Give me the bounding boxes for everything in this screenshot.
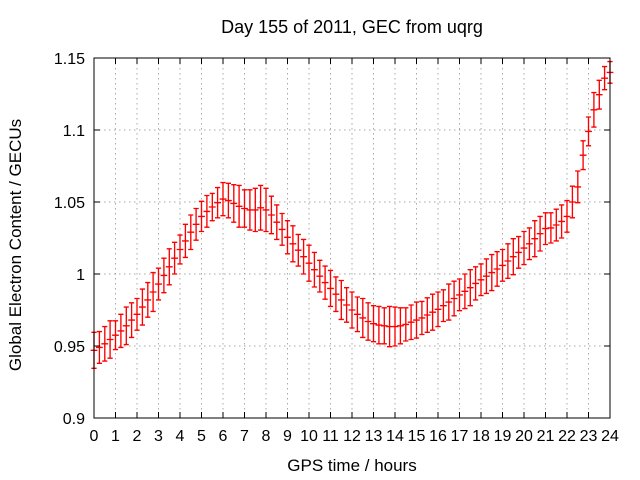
x-tick-label: 14 (386, 428, 404, 445)
x-tick-label: 18 (472, 428, 490, 445)
y-tick-label: 0.9 (63, 411, 85, 428)
x-tick-label: 7 (240, 428, 249, 445)
x-tick-label: 12 (343, 428, 361, 445)
y-tick-labels: 0.9 0.95 1 1.05 1.1 1.15 (54, 51, 85, 428)
x-tick-label: 8 (262, 428, 271, 445)
y-tick-label: 1 (76, 267, 85, 284)
x-tick-label: 22 (558, 428, 576, 445)
x-tick-label: 3 (154, 428, 163, 445)
x-tick-label: 21 (537, 428, 555, 445)
x-axis-label: GPS time / hours (287, 456, 416, 475)
x-tick-label: 15 (408, 428, 426, 445)
y-axis-label: Global Electron Content / GECUs (6, 119, 25, 371)
x-tick-labels: 0 1 2 3 4 5 6 7 8 9 10 11 12 13 14 15 16 17 18 19 20 21 22 23 24 (90, 428, 619, 445)
x-tick-label: 24 (601, 428, 619, 445)
y-tick-label: 1.15 (54, 51, 85, 68)
x-tick-label: 13 (365, 428, 383, 445)
x-tick-label: 2 (133, 428, 142, 445)
y-tick-label: 0.95 (54, 339, 85, 356)
x-tick-label: 0 (90, 428, 99, 445)
x-tick-label: 23 (580, 428, 598, 445)
x-tick-label: 6 (219, 428, 228, 445)
plot-frame (93, 57, 611, 419)
y-tick-label: 1.05 (54, 195, 85, 212)
x-tick-label: 5 (197, 428, 206, 445)
x-tick-label: 16 (429, 428, 447, 445)
y-tick-label: 1.1 (63, 123, 85, 140)
x-tick-label: 17 (451, 428, 469, 445)
error-bars-series (90, 60, 614, 369)
x-tick-label: 20 (515, 428, 533, 445)
x-tick-label: 10 (300, 428, 318, 445)
x-tick-label: 11 (322, 428, 339, 445)
x-tick-label: 19 (494, 428, 512, 445)
grid-lines (94, 58, 610, 418)
chart-title: Day 155 of 2011, GEC from uqrg (221, 17, 483, 37)
x-tick-label: 4 (176, 428, 185, 445)
x-tick-label: 9 (283, 428, 292, 445)
x-tick-label: 1 (111, 428, 120, 445)
